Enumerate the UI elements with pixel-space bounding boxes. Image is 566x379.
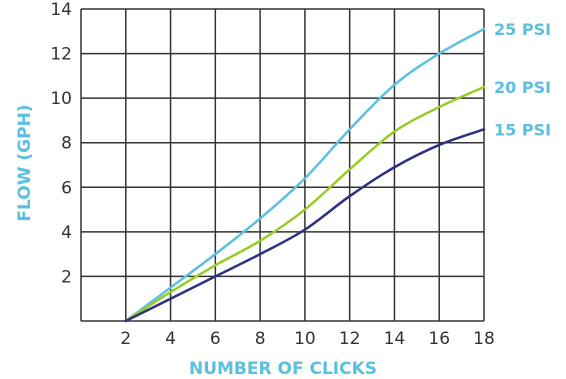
series-label-20-psi: 20 PSI: [494, 78, 551, 97]
x-tick-label: 16: [428, 329, 450, 349]
series-labels: 25 PSI 20 PSI 15 PSI: [494, 20, 551, 139]
series-line-15-psi: [124, 128, 486, 323]
x-tick-label: 12: [339, 329, 361, 349]
y-axis-label: FLOW (GPH): [15, 104, 35, 221]
x-tick-label: 4: [165, 329, 176, 349]
x-tick-label: 8: [255, 329, 266, 349]
y-tick-label: 12: [50, 45, 72, 65]
x-tick-label: 10: [294, 329, 316, 349]
series-lines: [124, 27, 486, 323]
y-tick-label: 14: [50, 0, 72, 20]
grid: [80, 8, 485, 322]
series-line-20-psi: [124, 85, 486, 323]
y-tick-label: 8: [61, 134, 72, 154]
x-tick-label: 18: [473, 329, 495, 349]
x-tick-labels: 2 4 6 8 10 12 14 16 18: [120, 329, 494, 349]
y-tick-label: 2: [61, 267, 72, 287]
y-tick-labels: 2 4 6 8 10 12 14: [50, 0, 72, 287]
x-tick-label: 6: [210, 329, 221, 349]
y-tick-label: 10: [50, 89, 72, 109]
series-label-15-psi: 15 PSI: [494, 120, 551, 139]
x-tick-label: 2: [120, 329, 131, 349]
series-line-25-psi: [124, 27, 486, 323]
x-axis-label: NUMBER OF CLICKS: [189, 359, 377, 379]
y-tick-label: 4: [61, 223, 72, 243]
series-label-25-psi: 25 PSI: [494, 20, 551, 39]
x-tick-label: 14: [384, 329, 406, 349]
y-tick-label: 6: [61, 178, 72, 198]
